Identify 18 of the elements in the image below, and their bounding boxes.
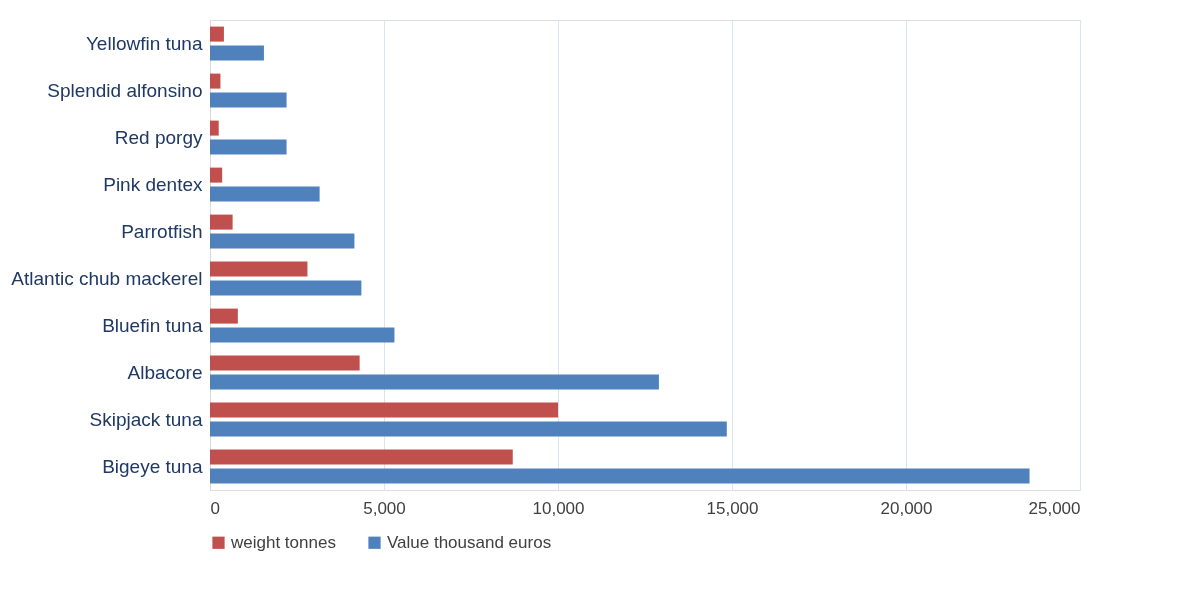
y-tick-label: Parrotfish	[121, 220, 203, 242]
x-tick-label: 5,000	[363, 498, 406, 518]
y-tick-label: Bluefin tuna	[102, 314, 203, 336]
x-tick-label: 20,000	[880, 498, 933, 518]
y-tick-label: Atlantic chub mackerel	[11, 267, 203, 289]
x-tick-label: 15,000	[706, 498, 759, 518]
x-tick-label: 25,000	[1028, 498, 1081, 518]
y-tick-label: Bigeye tuna	[102, 455, 203, 477]
x-tick-label: 0	[210, 498, 220, 518]
legend-label: Value thousand euros	[387, 532, 552, 552]
y-tick-label: Splendid alfonsino	[47, 79, 203, 101]
legend-label: weight tonnes	[230, 532, 336, 552]
y-tick-label: Red porgy	[114, 126, 203, 148]
y-tick-label: Pink dentex	[103, 173, 203, 195]
y-tick-label: Albacore	[127, 361, 203, 383]
y-tick-label: Skipjack tuna	[89, 408, 203, 430]
y-tick-label: Yellowfin tuna	[85, 32, 203, 54]
x-tick-label: 10,000	[532, 498, 585, 518]
